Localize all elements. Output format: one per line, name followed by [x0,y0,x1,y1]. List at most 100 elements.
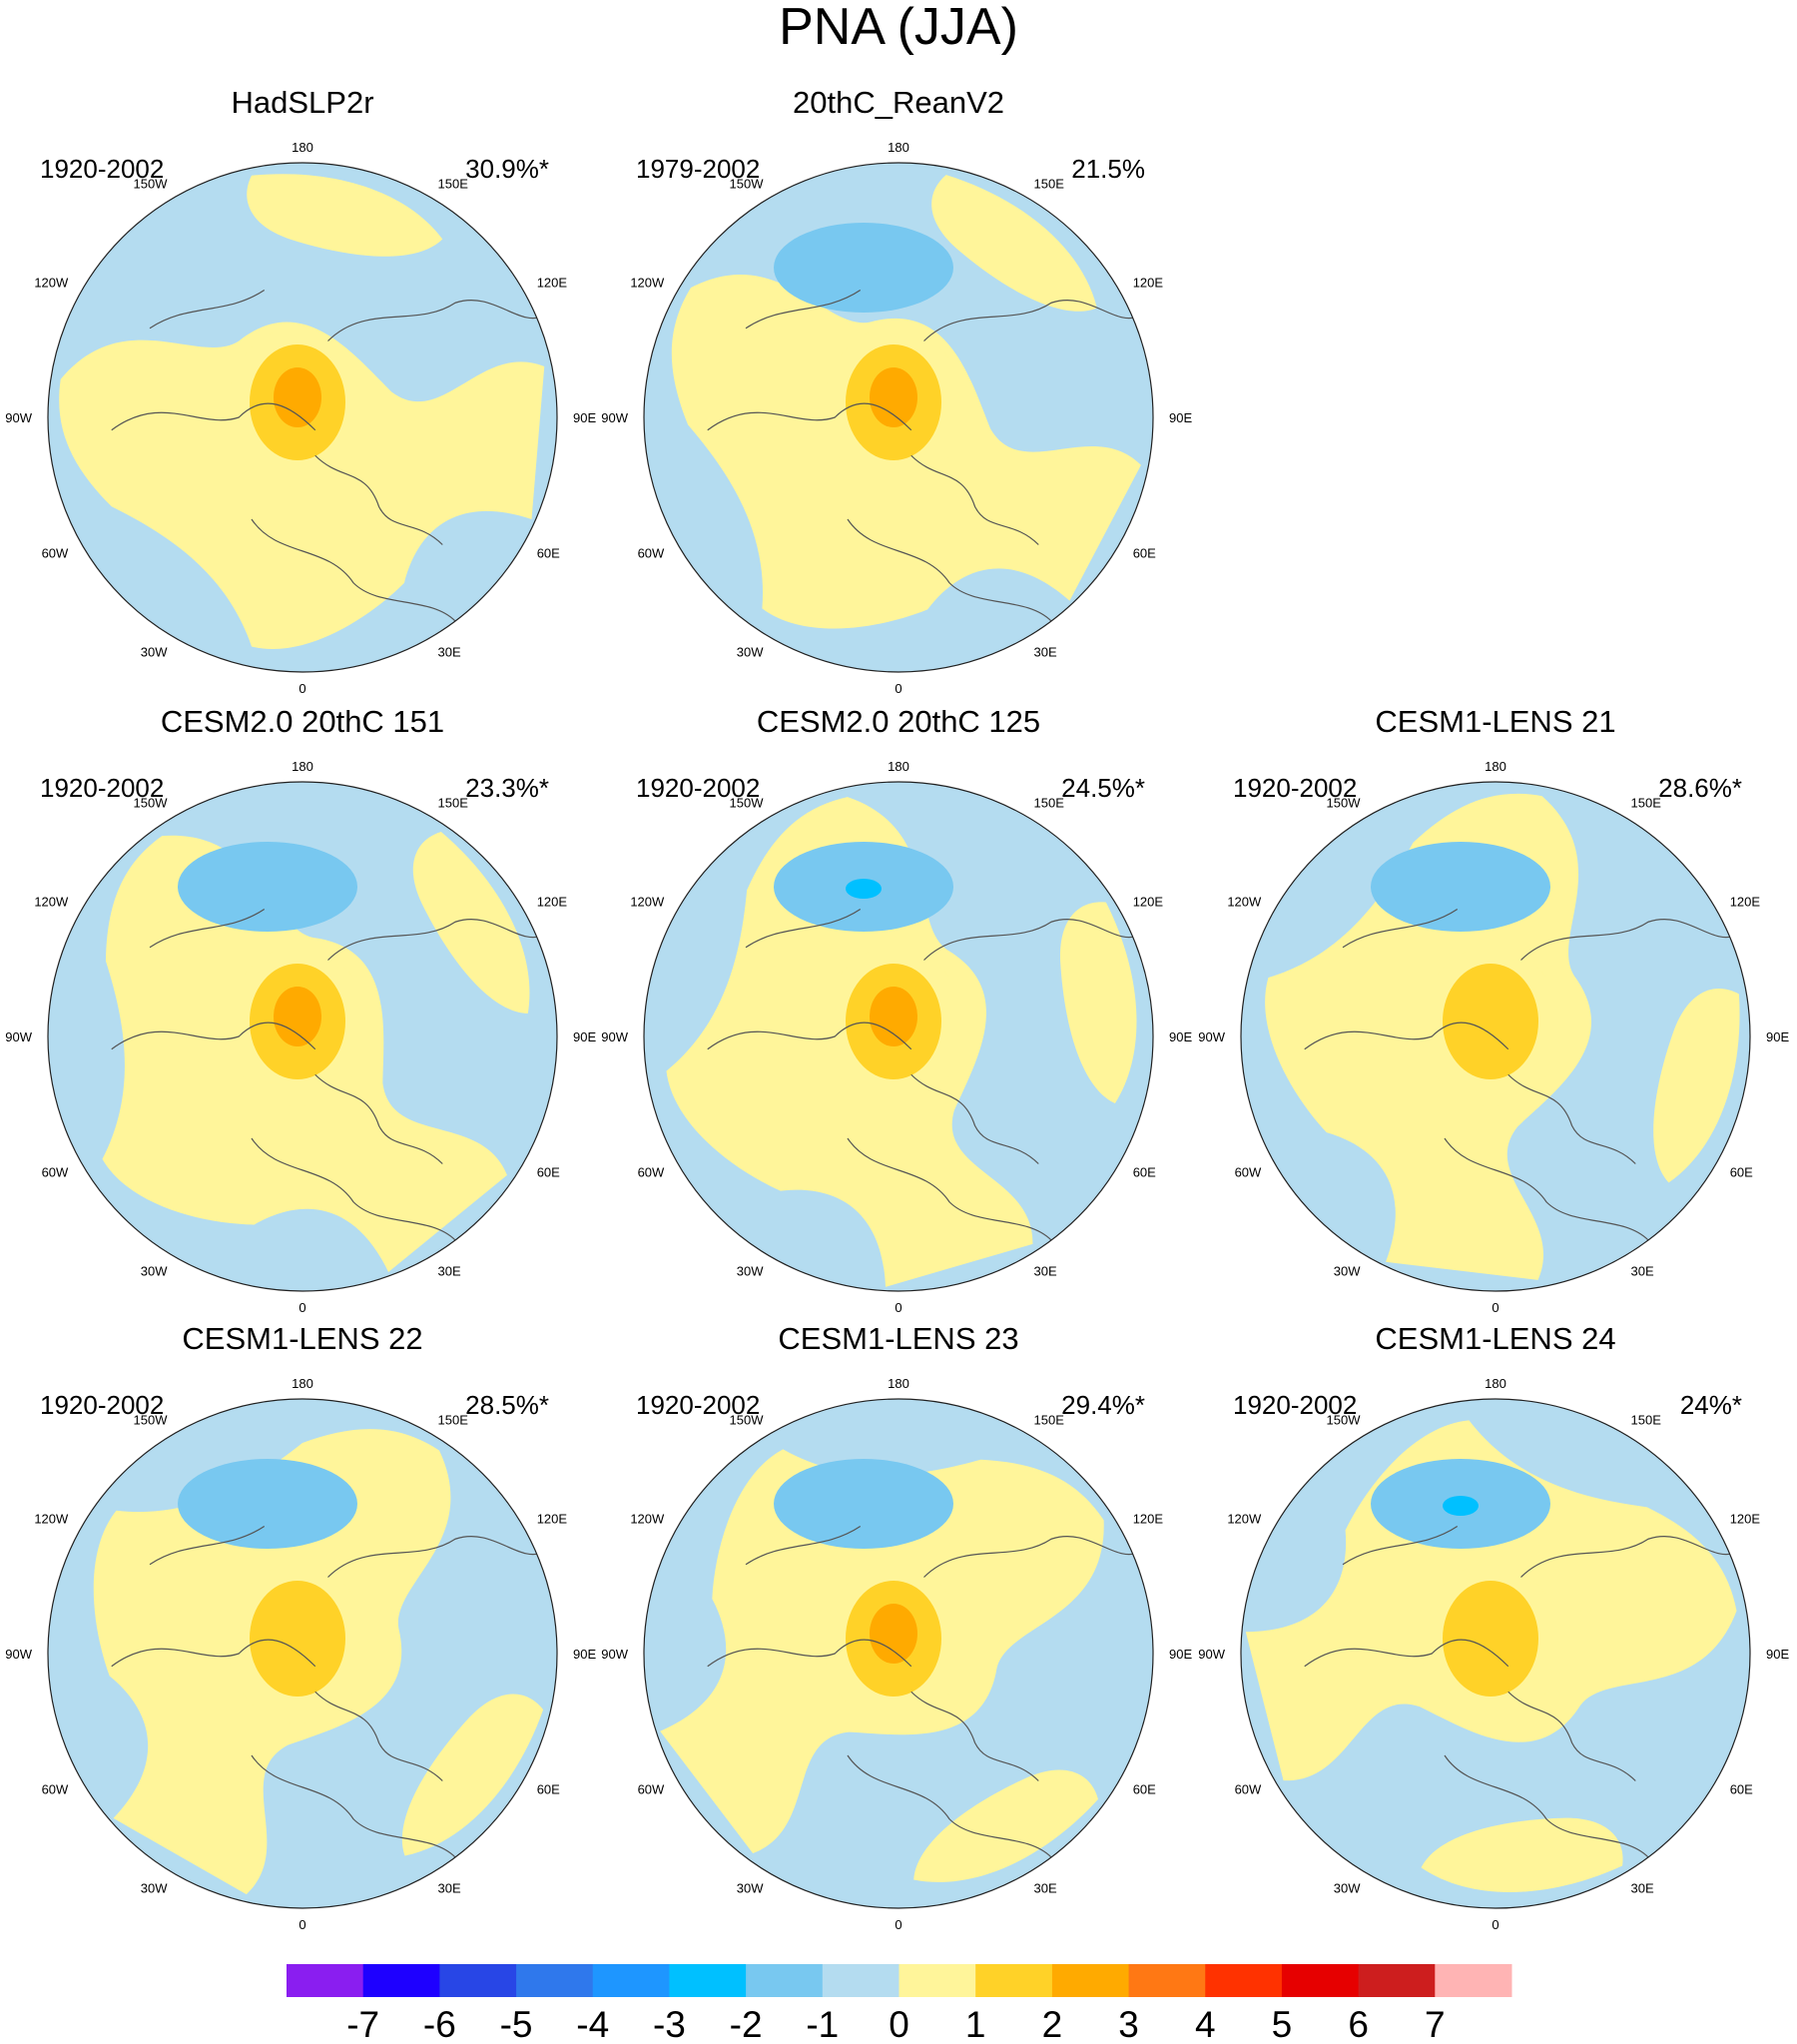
longitude-label: 150E [1631,1412,1662,1427]
colorbar-label: 0 [889,2004,909,2044]
longitude-label: 30E [438,1881,461,1896]
longitude-label: 150E [1631,795,1662,810]
longitude-label: 60E [537,1165,560,1180]
positive-region [412,832,530,1014]
colorbar-swatch [1128,1964,1206,1997]
longitude-label: 60W [42,1165,69,1180]
panel-title: CESM2.0 20thC 151 [161,704,444,739]
map-field [48,1399,557,1908]
positive-region [1421,1817,1623,1892]
map-field [1241,782,1750,1291]
longitude-label: 180 [292,140,313,155]
longitude-label: 90E [1766,1029,1789,1044]
colorbar-swatch [592,1964,670,1997]
longitude-label: 90W [601,1647,628,1662]
panel-period: 1920-2002 [636,1390,760,1420]
colorbar-label: 4 [1195,2004,1216,2044]
longitude-label: 30W [141,1264,168,1279]
coastline [911,455,1039,544]
panel-period: 1920-2002 [40,154,164,184]
longitude-label: 60E [1133,546,1156,561]
negative-center [774,1459,953,1549]
panel-variance: 24%* [1680,1390,1742,1420]
colorbar-label: 2 [1042,2004,1063,2044]
map-panel: CESM2.0 20thC 151 1920-2002 23.3%* 180 150E 1… [5,704,596,1315]
colorbar-label: -1 [806,2004,839,2044]
longitude-label: 30E [1631,1264,1654,1279]
coastline [924,920,1141,961]
longitude-label: 0 [895,1917,901,1932]
coastline [1305,1640,1508,1667]
colorbar-swatch [362,1964,440,1997]
coastline [328,301,545,341]
map-panel: CESM1-LENS 23 1920-2002 29.4%* 180 150E 120E 9… [601,1321,1192,1932]
map-field [644,163,1153,672]
map-field [644,782,1153,1291]
coastline [252,1138,455,1240]
coastline [708,1022,911,1049]
coastline [924,301,1141,341]
longitude-label: 180 [1485,759,1506,774]
coastline [746,1527,861,1565]
longitude-label: 120E [537,895,568,910]
longitude-label: 150W [134,795,169,810]
negative-center [178,1459,357,1549]
panel-period: 1920-2002 [636,773,760,803]
longitude-label: 120E [1133,895,1164,910]
map-border [643,162,1154,673]
longitude-label: 90E [1169,410,1192,425]
longitude-label: 120W [34,1512,69,1527]
coastline [1445,1138,1648,1240]
colorbar-swatch [1281,1964,1360,1997]
colorbar: -7 -6 -5 -4 -3 -2 -1 0 1 2 3 4 5 6 7 [287,1964,1512,2044]
longitude-label: 90W [5,410,32,425]
panel-title: CESM1-LENS 22 [182,1321,422,1356]
panel-variance: 28.6%* [1658,773,1742,803]
panel-title: CESM1-LENS 23 [778,1321,1018,1356]
coastline [150,291,265,329]
coastline [1508,1692,1636,1780]
coastline [150,1527,265,1565]
longitude-label: 150E [438,176,469,191]
colorbar-label: 6 [1348,2004,1369,2044]
map-field [48,782,557,1291]
map-border [47,162,558,673]
coastline [746,291,861,329]
longitude-label: 90E [573,410,596,425]
longitude-label: 30W [737,1264,764,1279]
coastlines [1305,1527,1738,1858]
panel-variance: 30.9%* [465,154,549,184]
longitude-label: 90E [573,1647,596,1662]
panel-title: CESM1-LENS 21 [1375,704,1615,739]
longitude-label: 180 [292,1376,313,1391]
longitude-label: 120W [630,1512,665,1527]
colorbar-label: 3 [1118,2004,1139,2044]
longitude-label: 150W [134,1412,169,1427]
longitude-label: 30E [1631,1881,1654,1896]
longitude-label: 180 [1485,1376,1506,1391]
coastline [1508,1074,1636,1163]
colorbar-swatch [975,1964,1053,1997]
longitude-label: 150E [1034,1412,1065,1427]
coastline [1305,1022,1508,1049]
longitude-label: 180 [888,140,909,155]
map-border [47,1398,558,1909]
longitude-label: 60W [42,546,69,561]
longitude-label: 120E [1133,276,1164,291]
longitude-label: 60E [537,1782,560,1797]
colorbar-swatch [439,1964,517,1997]
coastlines [708,1527,1141,1858]
longitude-label: 180 [888,759,909,774]
map-panel: HadSLP2r 1920-2002 30.9%* 180 150E 120E 90E 60E… [5,85,596,696]
coastline [1343,910,1458,948]
coastlines [708,910,1141,1241]
longitude-label: 0 [895,681,901,696]
coastline [848,1755,1051,1857]
coastline [1521,920,1738,961]
longitude-label: 60W [42,1782,69,1797]
colorbar-swatch [1358,1964,1436,1997]
map-panel: CESM2.0 20thC 125 1920-2002 24.5%* 180 150E 1… [601,704,1192,1315]
longitude-label: 60W [638,1165,665,1180]
longitude-label: 90W [5,1647,32,1662]
coastline [328,920,545,961]
